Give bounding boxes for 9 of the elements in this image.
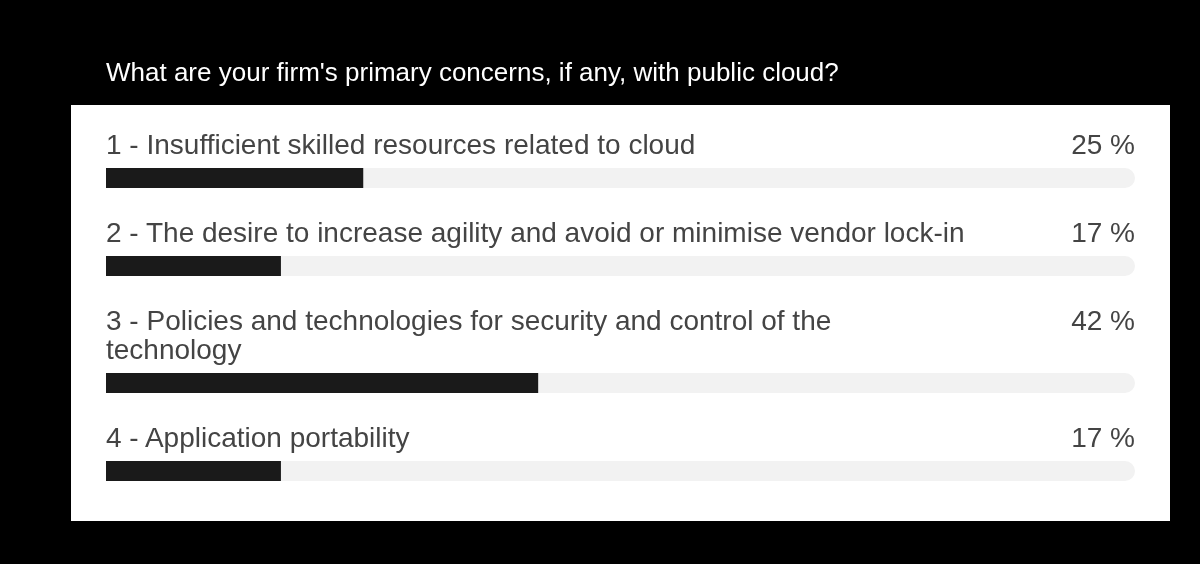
data-label: 17 % [1071,422,1135,453]
y-tick-label: 1 - Insufficient skilled resources related to cloud [106,129,696,160]
y-tick-label: 4 - Application portability [106,422,410,453]
chart-title: What are your firm's primary concerns, if any, with public cloud? [106,57,839,87]
data-label: 42 % [1071,305,1135,336]
data-label: 17 % [1071,217,1135,248]
y-tick-label: 2 - The desire to increase agility and avoid or minimise vendor lock-in [106,217,965,248]
data-label: 25 % [1071,129,1135,160]
y-tick-label: 3 - Policies and technologies for security and control of the technology [106,305,832,365]
